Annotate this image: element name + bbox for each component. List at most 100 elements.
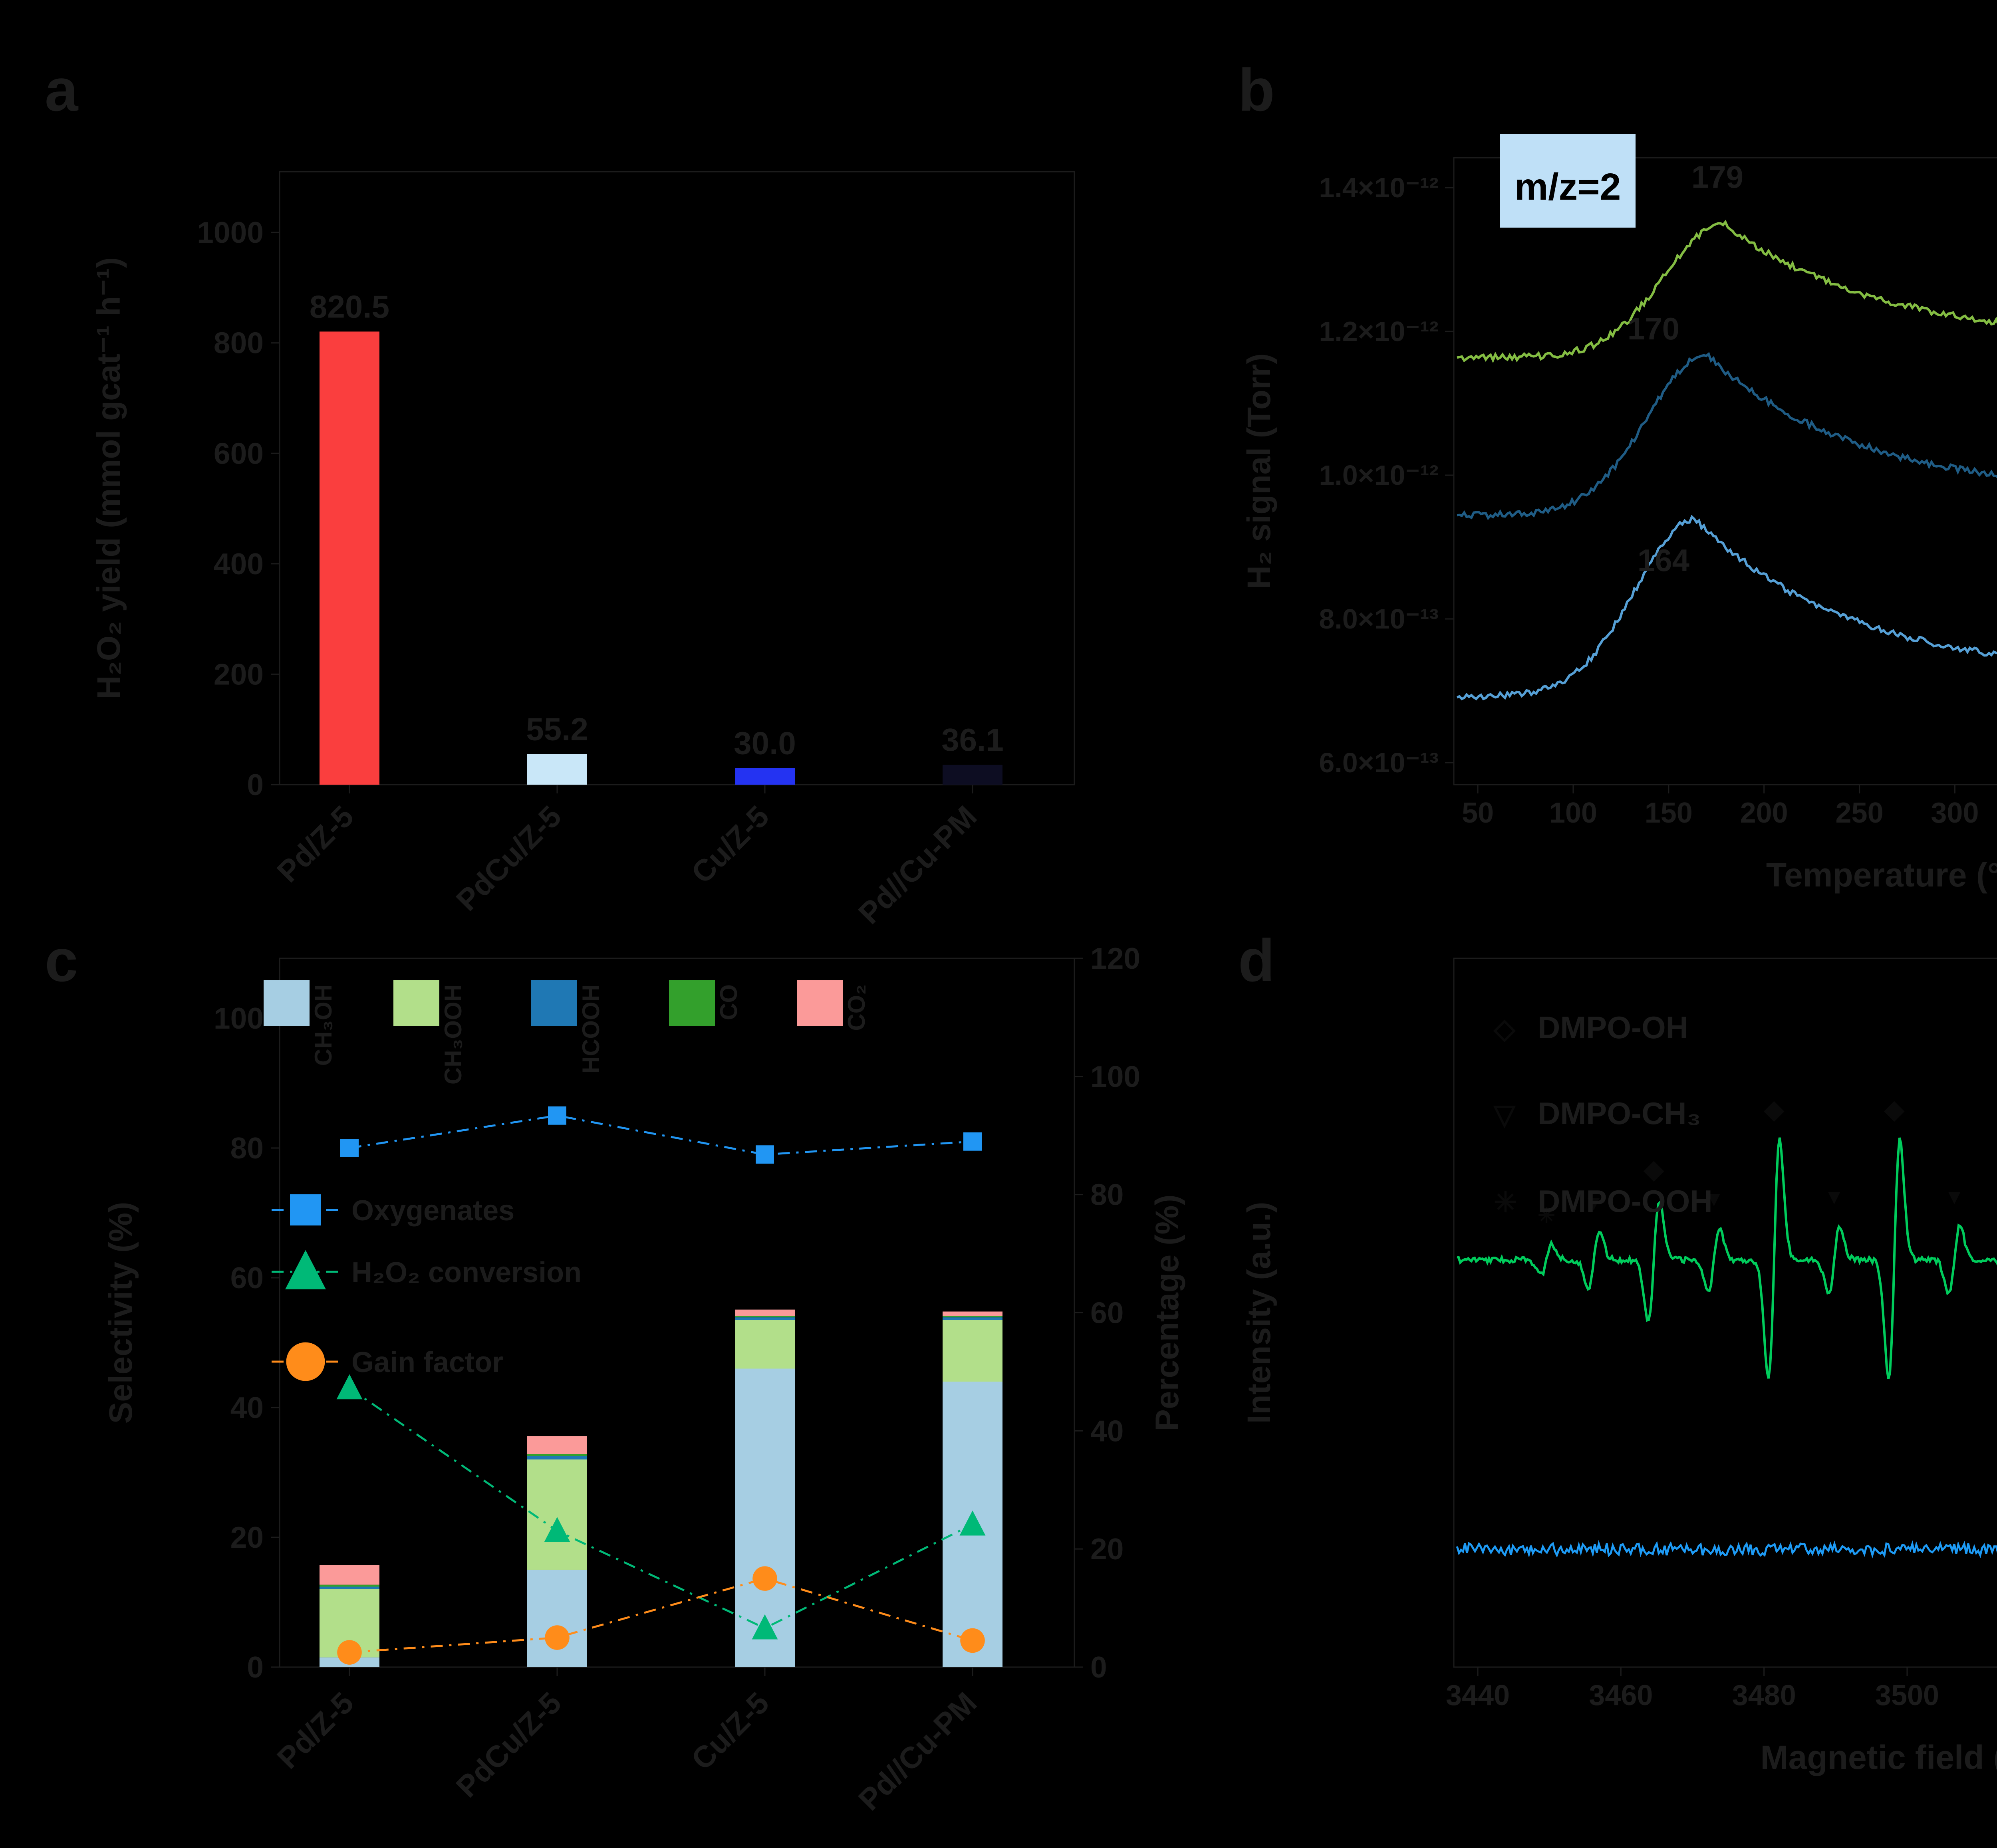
stack-Cu/Z-5-HCOOH (735, 1317, 795, 1320)
y-tick-label-right: 80 (1090, 1178, 1124, 1212)
stack-PdCu/Z-5-CO₂ (527, 1436, 587, 1454)
marker-Oxygenates-Pd//Cu-PM (963, 1132, 982, 1151)
x-tick-label: PdCu/Z-5 (450, 799, 568, 918)
product-legend-label: CH₃OOH (440, 984, 466, 1085)
panel-c-label: c (45, 927, 78, 994)
stack-Pd//Cu-PM-CO₂ (943, 1311, 1002, 1316)
bar-Pd/Z-5 (320, 331, 379, 785)
epr-peak-marker-ch3: ▼ (1944, 1186, 1965, 1209)
product-legend-label: CH₃OH (310, 984, 337, 1066)
marker-Oxygenates-Cu/Z-5 (756, 1145, 774, 1164)
stack-PdCu/Z-5-CH₃OH (527, 1570, 587, 1667)
y-tick-label: 0 (247, 768, 264, 801)
y-tick-label-right: 120 (1090, 942, 1140, 975)
panel-d-label: d (1238, 927, 1275, 994)
product-legend-label: CO (715, 984, 742, 1020)
epr-peak-marker-ch3: ▼ (1704, 1188, 1724, 1211)
mz-annotation: m/z=2 (1515, 166, 1621, 208)
stack-Pd/Z-5-HCOOH (320, 1586, 379, 1589)
panel-b-frame (1453, 157, 1997, 785)
marker-H₂O₂ conversion-Pd/Z-5 (336, 1374, 363, 1400)
marker-H₂O₂ conversion-Pd//Cu-PM (959, 1510, 986, 1536)
panel-c-frame (279, 958, 1075, 1668)
x-tick-label: 100 (1549, 797, 1597, 829)
marker-H₂O₂ conversion-Cu/Z-5 (752, 1614, 778, 1640)
bar-value-label: 820.5 (310, 289, 389, 324)
marker-Gain factor-Pd//Cu-PM (960, 1628, 985, 1653)
y-tick-label: 600 (214, 436, 264, 470)
annotation-label: DMPO-OH (1538, 1010, 1688, 1045)
x-tick-label: 300 (1931, 797, 1979, 829)
y-tick-label-right: 40 (1090, 1414, 1124, 1447)
annotation-label: DMPO-OOH (1538, 1184, 1713, 1219)
x-tick-label: 50 (1462, 797, 1494, 829)
x-tick-label: 3480 (1732, 1679, 1796, 1711)
marker-H₂O₂ conversion-PdCu/Z-5 (544, 1517, 570, 1542)
stack-PdCu/Z-5-CO (527, 1454, 587, 1456)
mz-annotation-box (1500, 134, 1636, 228)
tpd-trace-PdCu/Z-5 (1457, 352, 1997, 520)
y-tick-label-right: 60 (1090, 1296, 1124, 1329)
stack-Pd//Cu-PM-CO (943, 1316, 1002, 1318)
y-tick-label: 1.4×10⁻¹² (1319, 172, 1439, 203)
x-axis-title: Magnetic field (G) (1761, 1739, 1997, 1776)
y-axis-title-right: Percentage (%) (1149, 1194, 1185, 1431)
y-tick-label-right: 0 (1090, 1650, 1107, 1684)
peak-label: 170 (1628, 311, 1679, 346)
y-tick-label: 8.0×10⁻¹³ (1319, 603, 1439, 635)
epr-trace-Before (1456, 1540, 1997, 1559)
product-legend-label: CO₂ (843, 984, 870, 1031)
marker-Oxygenates-Pd/Z-5 (340, 1139, 359, 1157)
panel-a-frame (279, 171, 1075, 785)
stack-Pd//Cu-PM-CH₃OH (943, 1382, 1002, 1667)
y-tick-label-left: 60 (230, 1261, 264, 1295)
stack-PdCu/Z-5-CH₃OOH (527, 1459, 587, 1570)
stack-Cu/Z-5-CH₃OOH (735, 1320, 795, 1369)
x-tick-label: 3440 (1446, 1679, 1510, 1711)
bar-Pd//Cu-PM (943, 765, 1002, 785)
y-tick-label-left: 80 (230, 1131, 264, 1165)
product-legend-swatch-CH₃OOH (393, 980, 439, 1026)
epr-peak-marker-oh: ◆ (1643, 1155, 1664, 1184)
epr-peak-marker-oh: ◆ (1884, 1095, 1905, 1124)
bar-PdCu/Z-5 (527, 754, 587, 785)
product-legend-swatch-HCOOH (531, 980, 577, 1026)
bar-value-label: 36.1 (941, 722, 1004, 757)
x-tick-label: 200 (1740, 797, 1788, 829)
x-tick-label: 250 (1835, 797, 1883, 829)
annotation-label: DMPO-CH₃ (1538, 1096, 1701, 1131)
legend-marker-Oxygenates (290, 1194, 321, 1225)
epr-trace-After (1457, 1137, 1997, 1380)
peak-label: 164 (1638, 543, 1689, 578)
y-tick-label-left: 0 (247, 1650, 264, 1684)
x-tick-label: 150 (1645, 797, 1693, 829)
panel-d-frame (1453, 958, 1997, 1668)
marker-Gain factor-PdCu/Z-5 (545, 1625, 570, 1650)
x-tick-label: Pd/Z-5 (271, 799, 360, 889)
y-tick-label: 400 (214, 547, 264, 581)
line-Gain factor (349, 1577, 973, 1654)
marker-Gain factor-Pd/Z-5 (337, 1640, 362, 1665)
x-tick-label: 3500 (1875, 1679, 1939, 1711)
x-tick-label: Cu/Z-5 (685, 1686, 776, 1777)
stack-PdCu/Z-5-HCOOH (527, 1456, 587, 1459)
y-tick-label: 800 (214, 326, 264, 360)
x-tick-label: Pd/Z-5 (271, 1686, 360, 1775)
tpd-trace-Cu/Z-5 (1457, 220, 1997, 363)
y-tick-label-left: 100 (214, 1001, 264, 1035)
product-legend-label: HCOOH (578, 984, 604, 1073)
y-tick-label: 200 (214, 657, 264, 691)
x-tick-label: 3460 (1589, 1679, 1653, 1711)
legend-label: Gain factor (351, 1346, 503, 1378)
annotation-marker: ✳ (1494, 1187, 1517, 1218)
stack-Pd//Cu-PM-HCOOH (943, 1317, 1002, 1320)
line-H₂O₂ conversion (349, 1387, 973, 1630)
epr-peak-marker-ch3: ▼ (1584, 1192, 1604, 1215)
legend-label: H₂O₂ conversion (351, 1257, 582, 1289)
legend-label: Oxygenates (351, 1195, 514, 1227)
epr-peak-marker-ooh: ✳ (1538, 1204, 1555, 1227)
